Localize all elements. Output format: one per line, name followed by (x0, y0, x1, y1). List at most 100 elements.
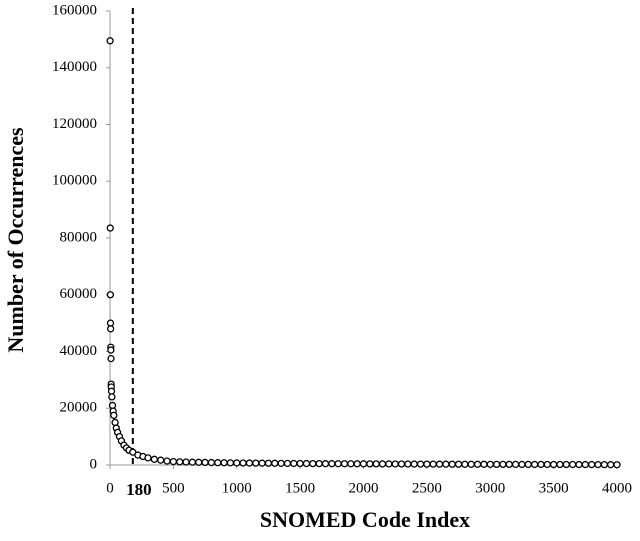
point (562, 460, 570, 469)
point (568, 460, 577, 469)
point (207, 458, 216, 467)
point (588, 460, 596, 469)
point (581, 460, 589, 469)
point (328, 460, 336, 468)
point (435, 460, 444, 468)
x-tick-label: 0 (106, 480, 114, 496)
y-tick-label: 140000 (52, 59, 97, 75)
point (359, 460, 368, 468)
point (575, 460, 583, 469)
point (524, 460, 532, 469)
x-tick-label: 2000 (349, 480, 379, 496)
point (315, 459, 323, 468)
point (461, 460, 469, 468)
point (454, 460, 463, 468)
point (499, 460, 507, 469)
point (188, 458, 197, 466)
point (607, 461, 615, 469)
point (214, 459, 222, 467)
point (169, 457, 178, 466)
point (385, 460, 393, 468)
y-tick-label: 0 (90, 456, 98, 472)
point (378, 460, 387, 468)
x-tick-label: 1000 (222, 480, 252, 496)
point (340, 460, 349, 468)
point (108, 393, 116, 401)
point (353, 460, 361, 468)
point (106, 325, 115, 333)
point (511, 460, 520, 469)
point (107, 354, 115, 363)
y-tick-label: 40000 (60, 343, 98, 359)
y-tick-label: 20000 (60, 400, 98, 416)
point (537, 460, 545, 469)
point (245, 459, 254, 467)
point (372, 460, 380, 468)
point (182, 458, 190, 466)
point (111, 418, 119, 427)
point (397, 460, 406, 468)
point (195, 458, 203, 466)
point (271, 459, 279, 467)
point (423, 460, 431, 468)
point (264, 459, 273, 467)
point (296, 459, 304, 468)
x-tick-label: 1500 (285, 480, 315, 496)
point (467, 460, 475, 468)
point (283, 459, 292, 468)
point (366, 460, 374, 468)
point (410, 460, 418, 468)
point (163, 457, 171, 465)
point (613, 461, 621, 469)
point (107, 346, 115, 354)
point (480, 460, 488, 468)
x-tick-label: 3500 (539, 480, 569, 496)
y-tick-label: 120000 (52, 116, 97, 132)
point (391, 460, 399, 468)
point (106, 37, 114, 45)
x-tick-label: 500 (162, 480, 185, 496)
point (258, 459, 266, 467)
point (549, 460, 558, 469)
point (277, 459, 285, 468)
point (110, 411, 118, 419)
x-tick-label: 2500 (412, 480, 442, 496)
point (486, 460, 494, 468)
x-tick-label: 4000 (602, 480, 632, 496)
point (176, 458, 184, 466)
point (290, 459, 298, 468)
point (150, 455, 159, 463)
point (252, 459, 260, 467)
point (334, 460, 342, 468)
point (429, 460, 437, 468)
point (492, 460, 501, 469)
point (106, 224, 114, 232)
point (233, 459, 241, 467)
threshold-label: 180 (126, 480, 152, 499)
point (594, 460, 602, 469)
y-tick-label: 80000 (60, 229, 98, 245)
point (518, 460, 526, 469)
point (106, 291, 115, 299)
x-axis-title: SNOMED Code Index (260, 507, 470, 532)
y-tick-label: 100000 (52, 173, 97, 189)
point (201, 458, 209, 467)
point (239, 459, 247, 467)
point (309, 459, 317, 468)
point (530, 460, 539, 469)
x-tick-label: 3000 (475, 480, 505, 496)
point (543, 460, 551, 469)
y-axis-title: Number of Occurrences (3, 127, 28, 353)
y-tick-label: 60000 (60, 286, 98, 302)
point (416, 460, 425, 468)
point (404, 460, 412, 468)
point (448, 460, 456, 468)
point (505, 460, 513, 469)
point (473, 460, 482, 468)
point (321, 460, 330, 468)
point (556, 460, 564, 469)
point (600, 460, 608, 469)
point (220, 459, 228, 467)
